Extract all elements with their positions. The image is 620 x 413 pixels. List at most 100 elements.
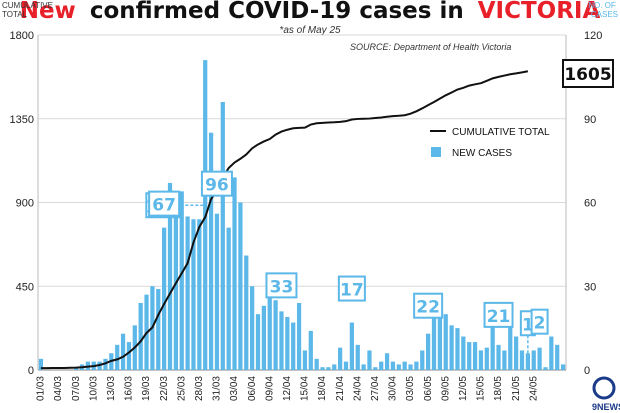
new-cases-bar — [220, 102, 225, 370]
right-axis-title-line2: CASES — [591, 10, 618, 19]
new-cases-bar — [156, 289, 161, 370]
title-part-main: confirmed COVID-19 cases in — [90, 0, 464, 24]
new-cases-bar — [326, 367, 331, 370]
x-tick-label: 21/04 — [335, 376, 346, 401]
nine-news-text: 9NEWS — [592, 402, 620, 412]
left-y-tick-label: 0 — [28, 365, 34, 377]
new-cases-bar — [232, 177, 237, 370]
chart-subtitle: *as of May 25 — [279, 25, 341, 36]
callout-label: 21 — [487, 307, 511, 327]
right-y-tick-label: 0 — [584, 365, 590, 377]
new-cases-bar — [255, 314, 261, 370]
new-cases-bar — [531, 350, 536, 370]
new-cases-bar — [244, 255, 249, 370]
new-cases-bar — [467, 342, 472, 370]
x-tick-label: 25/03 — [176, 376, 187, 401]
x-tick-label: 31/03 — [212, 376, 223, 401]
new-cases-bar — [332, 364, 337, 370]
x-tick-label: 18/05 — [493, 376, 504, 401]
new-cases-bar — [478, 350, 484, 370]
title-part-victoria: VICTORIA — [478, 0, 601, 24]
new-cases-bar — [496, 344, 501, 370]
left-y-tick-label: 1800 — [10, 30, 34, 42]
x-tick-label: 16/03 — [124, 376, 135, 401]
new-cases-bar — [103, 358, 108, 370]
callout-box — [265, 272, 298, 299]
new-cases-bar — [484, 347, 489, 370]
new-cases-bar — [502, 350, 507, 370]
x-tick-label: 07/03 — [71, 376, 82, 401]
callout-box — [200, 170, 233, 197]
x-tick-label: 04/03 — [53, 376, 64, 401]
new-cases-bar — [38, 358, 44, 370]
new-cases-bar — [302, 350, 308, 370]
new-cases-bar — [514, 336, 519, 370]
x-tick-label: 03/05 — [405, 376, 416, 401]
left-y-tick-label: 450 — [16, 281, 34, 293]
new-cases-bar — [74, 367, 79, 370]
new-cases-bar — [560, 364, 566, 370]
callout-label: 33 — [270, 277, 294, 297]
new-cases-bar — [361, 364, 366, 370]
new-cases-bar — [461, 336, 466, 370]
new-cases-bar — [431, 308, 437, 370]
new-cases-bar — [443, 314, 448, 370]
callout-box — [413, 292, 444, 319]
new-cases-bar — [267, 277, 272, 370]
new-cases-bar — [537, 347, 542, 370]
left-axis-title-line1: CUMULATIVE — [2, 1, 53, 10]
new-cases-bar — [490, 325, 495, 370]
callout-label: 2 — [534, 314, 546, 334]
new-cases-bar — [426, 333, 431, 370]
right-axis-title: NO. OF CASES — [588, 1, 618, 19]
new-cases-bar — [273, 300, 278, 370]
new-cases-bar — [508, 311, 513, 370]
new-cases-bar — [408, 364, 413, 370]
x-tick-label: 12/04 — [282, 376, 293, 401]
new-cases-bar — [525, 353, 530, 370]
new-cases-bar — [343, 361, 349, 370]
x-tick-label: 18/04 — [317, 376, 328, 401]
new-cases-bar — [162, 227, 167, 370]
title-part-new: New — [20, 0, 76, 24]
nine-logo-mark — [592, 376, 616, 400]
callout-box — [483, 301, 514, 328]
final-total-value: 1605 — [564, 65, 611, 85]
x-tick-label: 15/05 — [476, 376, 487, 401]
final-total-badge: 1605 — [562, 59, 614, 88]
new-cases-bar — [226, 227, 231, 370]
callout-box — [530, 308, 549, 335]
callout-label: 22 — [416, 298, 440, 318]
new-cases-bar — [455, 328, 460, 370]
new-cases-bar — [126, 342, 132, 370]
new-cases-bar — [308, 330, 313, 370]
cumulative-total-line — [40, 70, 529, 370]
new-cases-bar — [279, 311, 284, 370]
new-cases-bar — [314, 358, 319, 370]
left-y-tick-label: 900 — [16, 198, 34, 210]
left-y-tick-label: 1350 — [10, 114, 34, 126]
source-label: SOURCE: Department of Health Victoria — [350, 42, 511, 52]
new-cases-bar — [285, 316, 290, 370]
right-y-tick-label: 60 — [584, 198, 596, 210]
new-cases-bar — [138, 303, 143, 370]
new-cases-bar — [208, 132, 214, 370]
right-y-tick-label: 90 — [584, 114, 596, 126]
legend-line-label: CUMULATIVE TOTAL — [452, 127, 550, 138]
nine-news-logo: 9NEWS — [592, 376, 620, 412]
new-cases-bar — [384, 353, 390, 370]
left-axis-title-line2: TOTAL — [2, 10, 28, 19]
x-tick-label: 21/05 — [511, 376, 522, 401]
new-cases-bar — [349, 322, 354, 370]
x-tick-label: 10/03 — [88, 376, 99, 401]
callout-label: 1 — [522, 315, 534, 335]
new-cases-bar — [449, 325, 454, 370]
x-tick-label: 06/04 — [247, 376, 258, 401]
right-y-tick-label: 30 — [584, 281, 596, 293]
new-cases-bar — [519, 350, 525, 370]
x-tick-label: 24/04 — [352, 376, 363, 401]
new-cases-bar — [373, 367, 378, 370]
new-cases-bar — [396, 364, 401, 370]
legend-bar-label: NEW CASES — [452, 148, 512, 159]
